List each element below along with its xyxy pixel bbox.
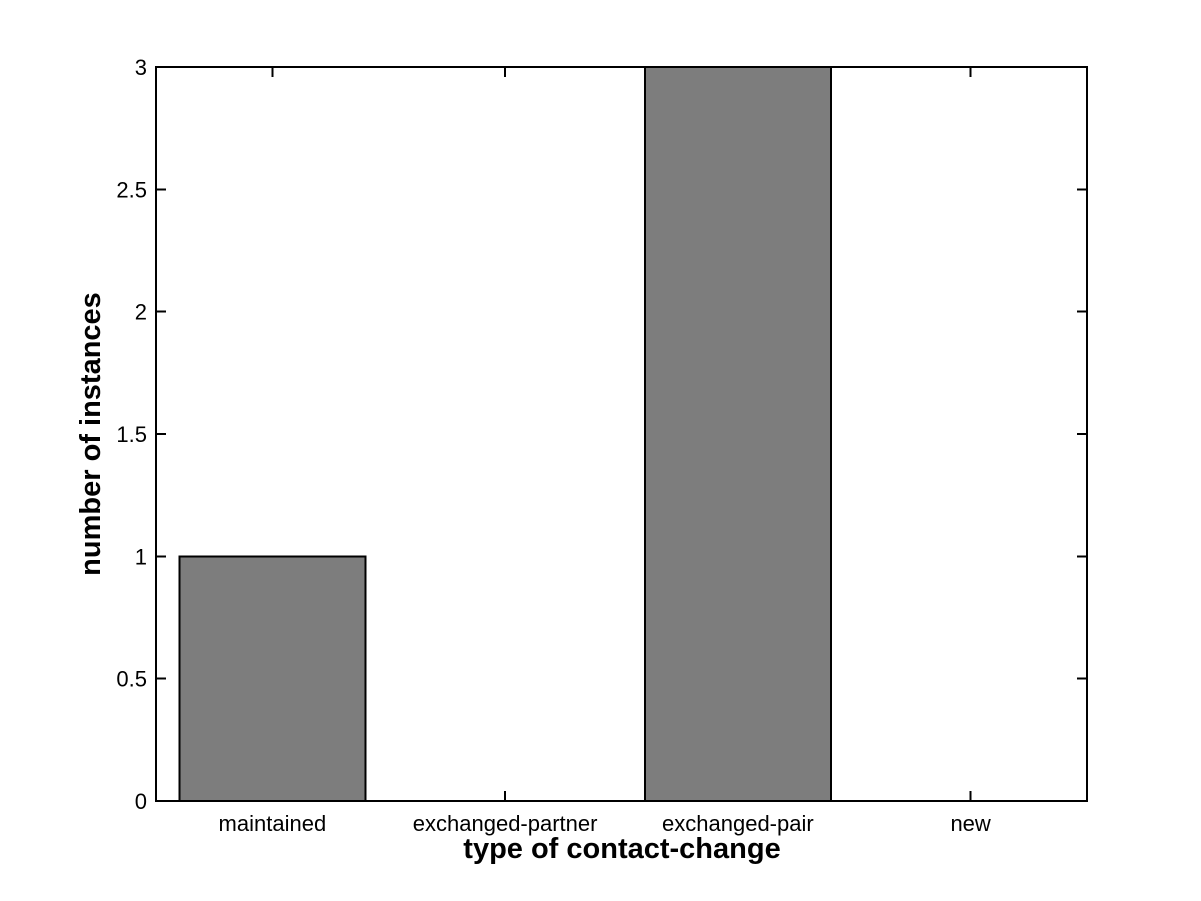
- y-tick-label: 1.5: [116, 422, 147, 447]
- y-tick-label: 0.5: [116, 667, 147, 692]
- y-tick-label: 1: [135, 544, 147, 569]
- plot-area: 0 0.5 1 1.5 2 2.5 3 maintained exchanged-partner…: [116, 55, 1088, 836]
- x-tick-label: exchanged-partner: [413, 811, 598, 836]
- y-tick-label: 0: [135, 789, 147, 814]
- bar-exchanged-pair: [643, 66, 832, 802]
- y-tick-label: 2.5: [116, 177, 147, 202]
- y-axis-label: number of instances: [75, 292, 107, 576]
- x-axis-label: type of contact-change: [463, 833, 780, 865]
- plot-box: [155, 66, 1088, 802]
- bar-maintained: [178, 555, 367, 802]
- x-tick-label: exchanged-pair: [662, 811, 814, 836]
- x-tick-label: maintained: [219, 811, 327, 836]
- y-tick-label: 3: [135, 55, 147, 80]
- y-tick-label: 2: [135, 300, 147, 325]
- x-tick-label: new: [950, 811, 990, 836]
